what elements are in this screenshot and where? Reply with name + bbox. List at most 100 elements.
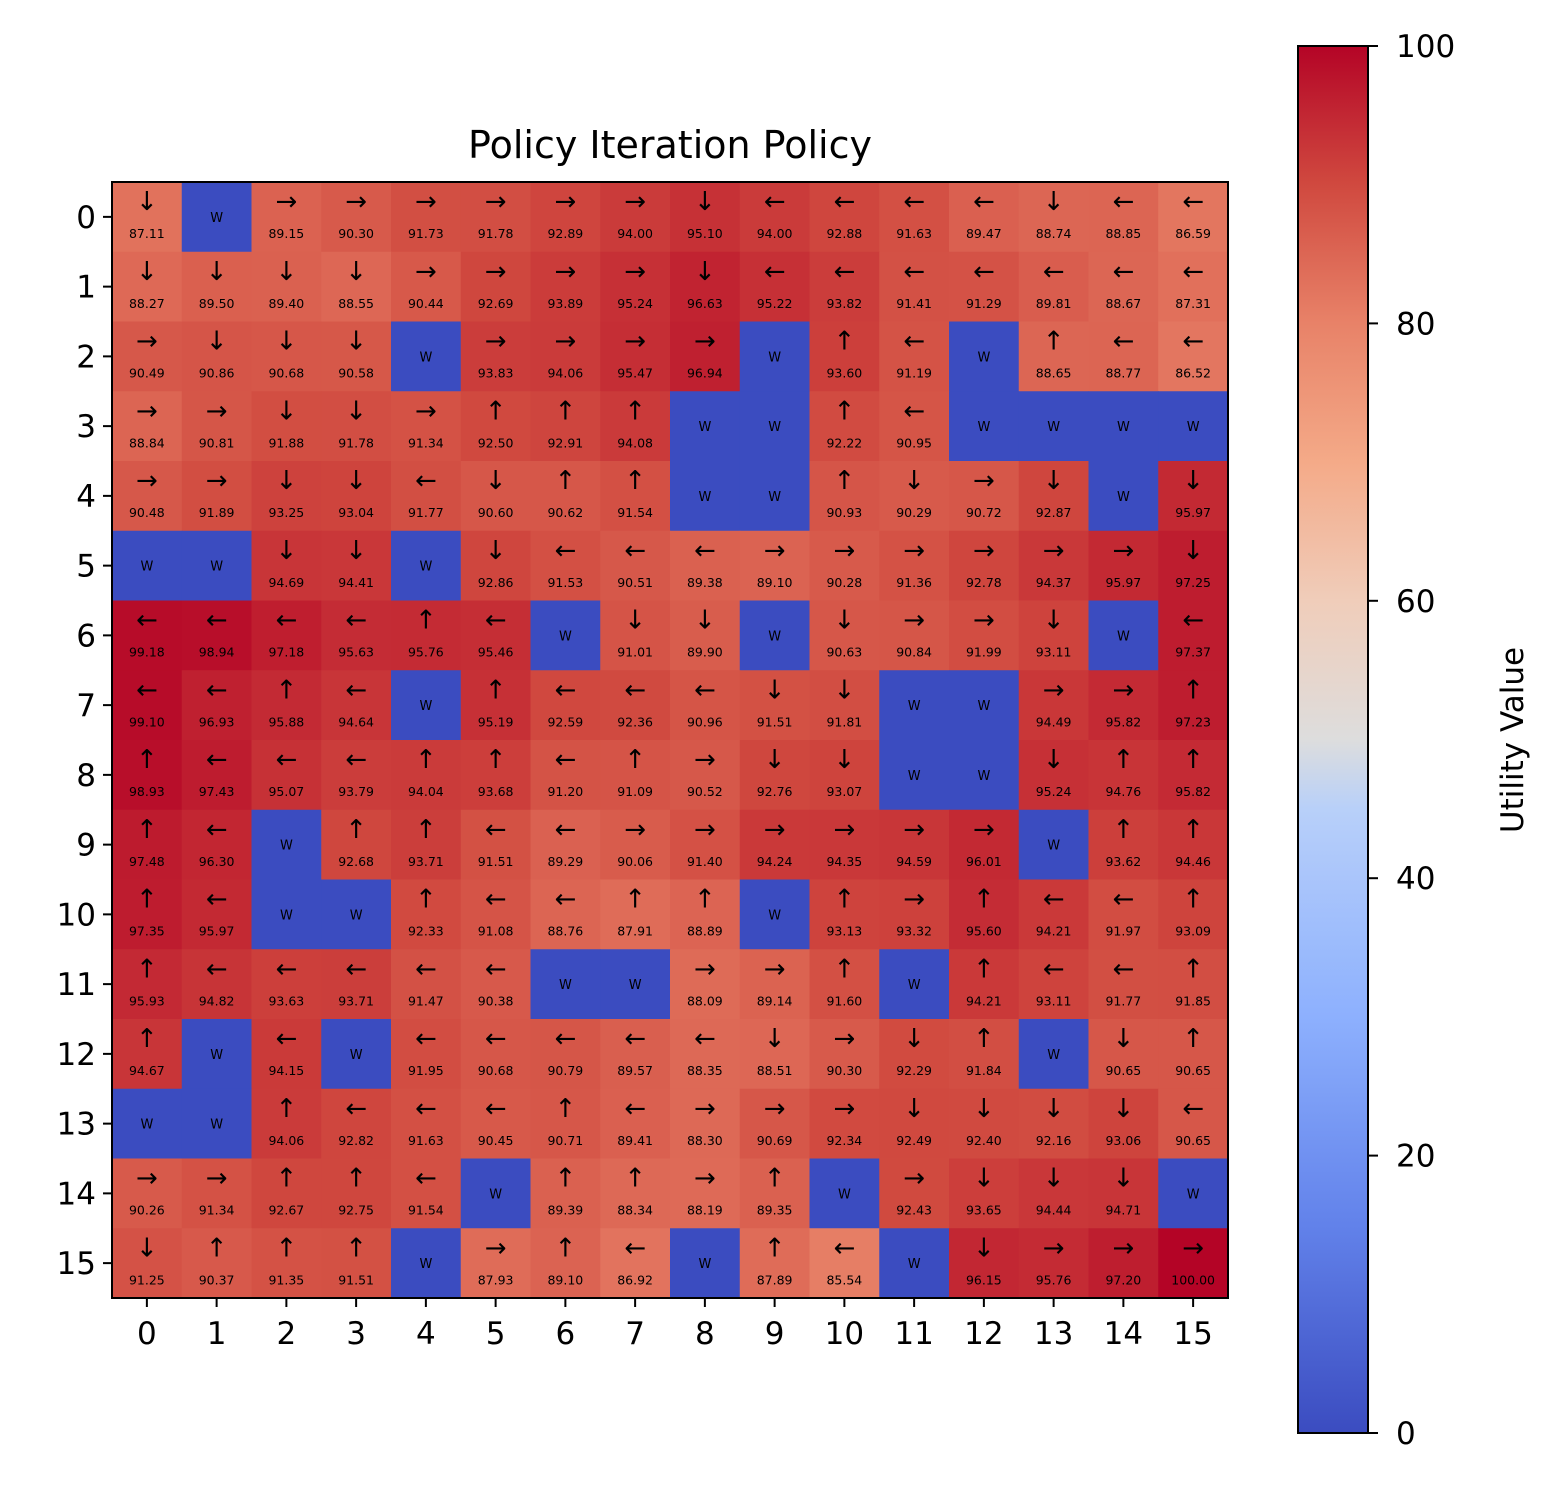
value-cell-mark bbox=[879, 600, 950, 671]
value-cell-mark bbox=[949, 809, 1020, 881]
utility-value-label: 97.43 bbox=[199, 784, 235, 799]
utility-value-label: 88.67 bbox=[1105, 296, 1141, 311]
value-cell-mark bbox=[600, 879, 671, 950]
grid-cell: ↑ 92.91 bbox=[530, 391, 601, 462]
grid-cell: ↓ 93.65 bbox=[949, 1158, 1020, 1229]
grid-cell: ↑ 94.76 bbox=[1088, 740, 1159, 811]
policy-arrow: ← bbox=[554, 1024, 576, 1054]
grid-cell: ← 94.00 bbox=[739, 182, 811, 253]
wall-cell-mark bbox=[391, 530, 462, 602]
policy-arrow: ↑ bbox=[833, 885, 855, 915]
utility-value-label: 90.28 bbox=[826, 575, 862, 590]
policy-arrow: ← bbox=[415, 1094, 437, 1124]
policy-arrow: → bbox=[1043, 1233, 1065, 1263]
utility-value-label: 88.35 bbox=[687, 1063, 723, 1078]
utility-value-label: 96.94 bbox=[687, 366, 723, 381]
plot-frame bbox=[111, 181, 1229, 1299]
utility-value-label: 93.07 bbox=[826, 784, 862, 799]
utility-value-label: 94.64 bbox=[338, 714, 374, 729]
grid-cell: W bbox=[391, 670, 462, 741]
policy-arrow: → bbox=[1182, 1233, 1204, 1263]
grid-cell: ↑ 92.33 bbox=[391, 879, 462, 950]
utility-value-label: 97.25 bbox=[1175, 575, 1211, 590]
grid-cell: ← 90.79 bbox=[530, 1019, 601, 1090]
value-cell-mark bbox=[1088, 1158, 1159, 1229]
utility-value-label: 94.71 bbox=[1105, 1203, 1141, 1218]
value-cell-mark bbox=[530, 879, 601, 950]
wall-label: W bbox=[280, 908, 293, 923]
utility-value-label: 89.47 bbox=[966, 226, 1002, 241]
y-tick-label: 5 bbox=[76, 549, 96, 585]
utility-value-label: 91.34 bbox=[408, 435, 444, 450]
utility-value-label: 96.63 bbox=[687, 296, 723, 311]
grid-cell: ← 86.59 bbox=[1158, 182, 1229, 253]
utility-value-label: 94.41 bbox=[338, 575, 374, 590]
value-cell-mark bbox=[460, 1088, 532, 1160]
value-cell-mark bbox=[809, 251, 880, 323]
grid-cell: ↓ 95.97 bbox=[1158, 461, 1229, 532]
policy-arrow: ← bbox=[415, 954, 437, 984]
utility-value-label: 91.60 bbox=[826, 993, 862, 1008]
colorbar-tick-label: 40 bbox=[1396, 861, 1435, 897]
policy-arrow: → bbox=[694, 1164, 716, 1194]
utility-value-label: 93.04 bbox=[338, 505, 374, 520]
grid-cell: → 88.84 bbox=[112, 391, 183, 462]
grid-cell: W bbox=[460, 1158, 532, 1229]
value-cell-mark bbox=[809, 879, 880, 950]
policy-arrow: ↑ bbox=[485, 745, 507, 775]
grid-cell: ↑ 95.76 bbox=[391, 600, 462, 671]
grid-cell: ↓ 91.78 bbox=[321, 391, 392, 462]
policy-arrow: ← bbox=[275, 606, 297, 636]
grid-cell: → 97.20 bbox=[1088, 1228, 1159, 1299]
grid-cell: ↑ 97.48 bbox=[112, 809, 183, 881]
utility-value-label: 89.15 bbox=[268, 226, 304, 241]
utility-value-label: 91.78 bbox=[338, 435, 374, 450]
x-tick-label: 0 bbox=[137, 1316, 157, 1352]
wall-cell-mark bbox=[670, 1228, 741, 1299]
utility-value-label: 91.78 bbox=[478, 226, 514, 241]
wall-label: W bbox=[698, 420, 711, 435]
policy-arrow: ← bbox=[694, 536, 716, 566]
wall-label: W bbox=[768, 350, 781, 365]
policy-arrow: → bbox=[973, 466, 995, 496]
wall-cell-mark bbox=[1158, 1158, 1229, 1229]
grid-cell: ↑ 94.46 bbox=[1158, 809, 1229, 881]
value-cell-mark bbox=[739, 740, 811, 811]
utility-value-label: 88.51 bbox=[757, 1063, 793, 1078]
policy-arrow: ← bbox=[1043, 954, 1065, 984]
grid-cell: ← 91.77 bbox=[391, 461, 462, 532]
policy-arrow: ← bbox=[1182, 1094, 1204, 1124]
wall-label: W bbox=[210, 1048, 223, 1063]
utility-value-label: 95.24 bbox=[1036, 784, 1072, 799]
grid-cell: ← 91.08 bbox=[460, 879, 532, 950]
policy-arrow: → bbox=[833, 815, 855, 845]
utility-value-label: 89.10 bbox=[547, 1272, 583, 1287]
y-tick-label: 7 bbox=[76, 688, 96, 724]
wall-cell-mark bbox=[1088, 600, 1159, 671]
policy-arrow: ↑ bbox=[833, 327, 855, 357]
value-cell-mark bbox=[530, 1228, 601, 1299]
wall-label: W bbox=[1187, 420, 1200, 435]
wall-cell-mark bbox=[391, 321, 462, 392]
policy-arrow: ↑ bbox=[415, 745, 437, 775]
utility-value-label: 89.14 bbox=[757, 993, 793, 1008]
value-cell-mark bbox=[739, 949, 811, 1020]
value-cell-mark bbox=[530, 1088, 601, 1160]
policy-arrow: ← bbox=[833, 257, 855, 287]
value-cell-mark bbox=[600, 1158, 671, 1229]
value-cell-mark bbox=[600, 1088, 671, 1160]
grid-cell: ↓ 93.04 bbox=[321, 461, 392, 532]
utility-value-label: 89.81 bbox=[1036, 296, 1072, 311]
policy-arrow: ↓ bbox=[136, 187, 158, 217]
value-cell-mark bbox=[530, 1019, 601, 1090]
grid-cell: ↑ 93.71 bbox=[391, 809, 462, 881]
utility-value-label: 95.60 bbox=[966, 924, 1002, 939]
utility-value-label: 91.35 bbox=[268, 1272, 304, 1287]
grid-cell: ↓ 92.86 bbox=[460, 530, 532, 602]
policy-arrow: ↓ bbox=[903, 1094, 925, 1124]
utility-value-label: 88.09 bbox=[687, 993, 723, 1008]
value-cell-mark bbox=[1088, 809, 1159, 881]
value-cell-mark bbox=[670, 949, 741, 1020]
wall-cell-mark bbox=[949, 670, 1020, 741]
